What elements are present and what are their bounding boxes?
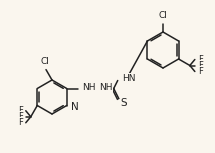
Text: F: F [198,55,203,64]
Text: NH: NH [99,83,112,92]
Text: F: F [18,118,23,127]
Text: Cl: Cl [41,57,49,66]
Text: F: F [18,112,23,121]
Text: S: S [121,97,127,108]
Text: F: F [18,106,23,115]
Text: N: N [71,101,78,112]
Text: F: F [198,67,203,76]
Text: F: F [198,61,203,70]
Text: HN: HN [122,74,135,83]
Text: Cl: Cl [159,11,167,20]
Text: NH: NH [82,83,95,92]
